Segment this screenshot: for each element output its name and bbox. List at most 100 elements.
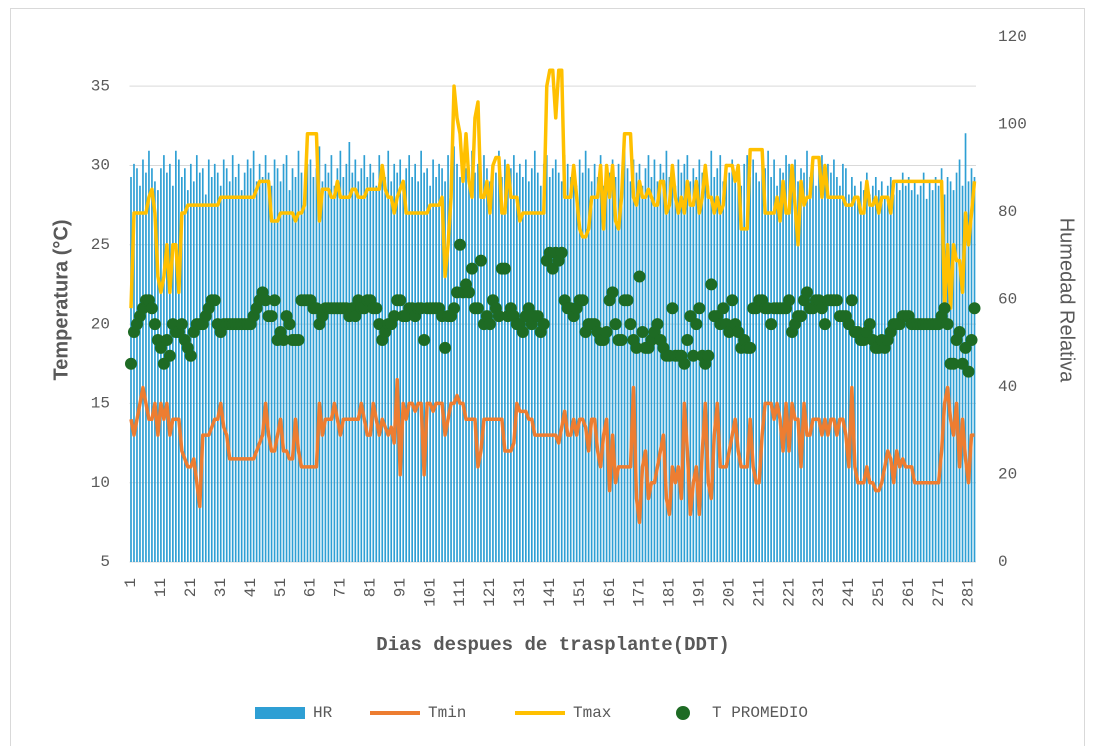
x-tick-label: 251 [870, 578, 888, 607]
avg-dot [744, 341, 757, 354]
hr-bar [441, 168, 443, 562]
hr-bar [767, 150, 769, 562]
hr-bar [204, 194, 207, 562]
hr-bar [934, 177, 937, 562]
hr-bar [928, 181, 931, 562]
legend-label: Tmax [573, 704, 611, 722]
hr-bar [617, 163, 620, 562]
hr-bar [145, 172, 147, 562]
hr-bar [234, 177, 237, 562]
hr-bar [572, 168, 575, 562]
hr-bar [764, 168, 766, 562]
hr-bar [770, 177, 772, 562]
hr-bar [288, 190, 291, 562]
hr-bar [297, 150, 300, 562]
hr-bar [919, 185, 922, 562]
hr-bar [157, 190, 159, 562]
hr-bar [222, 159, 225, 562]
hr-bar [495, 172, 497, 562]
y2-tick-label: 40 [998, 378, 1017, 396]
legend-label: Tmin [428, 704, 466, 722]
y-tick-label: 15 [91, 395, 110, 413]
hr-bar [216, 172, 219, 562]
hr-bar [689, 181, 692, 562]
avg-dot [277, 333, 290, 346]
avg-dot [124, 357, 137, 370]
hr-bar [333, 185, 336, 562]
hr-bar [444, 181, 446, 562]
avg-dot [148, 318, 161, 331]
hr-bar [324, 163, 327, 562]
avg-dot [462, 286, 475, 299]
hr-bar [381, 168, 384, 562]
hr-bar [845, 168, 847, 562]
hr-bar [779, 168, 781, 562]
hr-bar [175, 150, 177, 562]
hr-bar [788, 163, 790, 562]
avg-dot [160, 333, 173, 346]
hr-bar [755, 172, 757, 562]
hr-bar [650, 177, 653, 562]
avg-dot [633, 270, 646, 283]
hr-bar [342, 177, 345, 562]
hr-bar [695, 177, 698, 562]
hr-bar [725, 163, 728, 562]
hr-bar [895, 181, 898, 562]
hr-bar [462, 159, 464, 562]
hr-bar [626, 168, 629, 562]
hr-bar [590, 181, 593, 562]
hr-bar [722, 181, 725, 562]
hr-bar [154, 181, 156, 562]
y2-tick-label: 100 [998, 116, 1027, 134]
hr-bar [414, 163, 416, 562]
hr-bar [456, 163, 458, 562]
hr-bar [952, 190, 955, 562]
hr-bar [378, 155, 381, 562]
hr-bar [940, 168, 943, 562]
hr-bar [387, 150, 390, 562]
hr-bar [635, 172, 638, 562]
avg-dot [651, 318, 664, 331]
hr-bar [599, 155, 602, 562]
avg-dot [965, 333, 978, 346]
hr-bar [827, 163, 829, 562]
legend-swatch [676, 706, 690, 720]
hr-bar [408, 155, 411, 562]
hr-bar [761, 163, 763, 562]
x-tick-label: 1 [122, 578, 140, 588]
avg-dot [265, 310, 278, 323]
x-tick-label: 141 [541, 578, 559, 607]
hr-bar [530, 168, 533, 562]
hr-bar [264, 155, 267, 562]
hr-bar [907, 177, 910, 562]
avg-dot [938, 302, 951, 315]
hr-bar [372, 172, 375, 562]
hr-bar [749, 177, 752, 562]
hr-bar [399, 159, 402, 562]
y2-tick-label: 120 [998, 28, 1027, 46]
hr-bar [632, 159, 635, 562]
hr-bar [151, 168, 153, 562]
hr-bar [366, 177, 369, 562]
avg-dot [690, 318, 703, 331]
avg-dot [953, 326, 966, 339]
hr-bar [178, 159, 180, 562]
hr-bar [776, 185, 778, 562]
x-tick-label: 201 [720, 578, 738, 607]
avg-dot [962, 365, 975, 378]
avg-dot [606, 286, 619, 299]
hr-bar [360, 168, 363, 562]
hr-bar [824, 181, 826, 562]
hr-bar [806, 150, 808, 562]
hr-bar [486, 168, 488, 562]
hr-bar [536, 172, 539, 562]
hr-bar [821, 155, 823, 562]
hr-bar [671, 168, 674, 562]
hr-bar [136, 168, 138, 562]
hr-bar [707, 185, 710, 562]
avg-dot [687, 349, 700, 362]
x-tick-label: 51 [272, 578, 290, 597]
y2-tick-label: 0 [998, 553, 1008, 571]
hr-bar [345, 163, 348, 562]
avg-dot [600, 326, 613, 339]
